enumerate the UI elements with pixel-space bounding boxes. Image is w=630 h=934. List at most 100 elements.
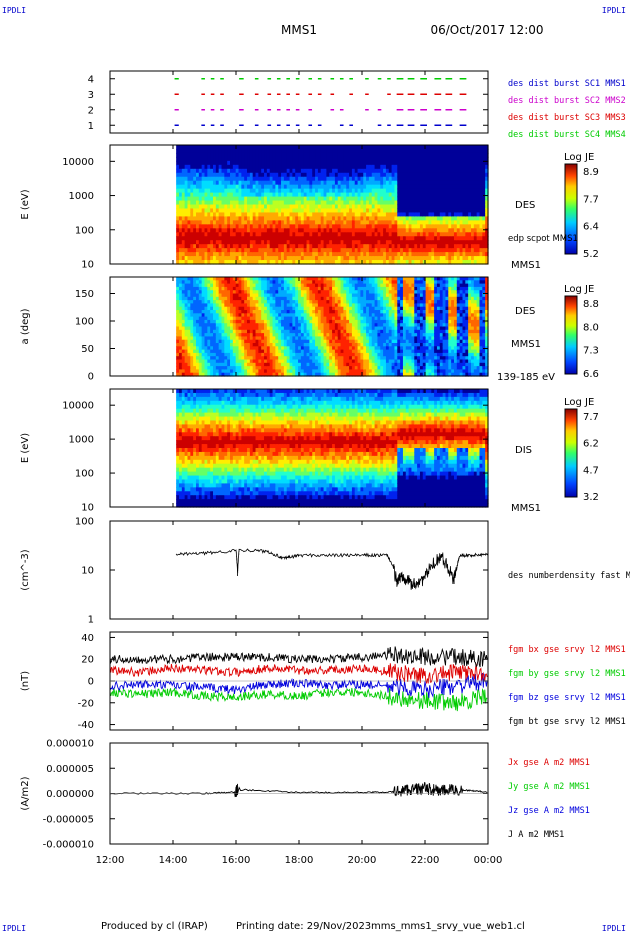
heatmap-cell: [176, 293, 180, 298]
heatmap-cell: [349, 236, 353, 241]
heatmap-cell: [252, 346, 257, 351]
heatmap-cell: [232, 326, 237, 331]
heatmap-cell: [261, 208, 265, 214]
heatmap-cell: [232, 303, 237, 308]
heatmap-cell: [187, 310, 191, 314]
heatmap-cell: [266, 369, 271, 374]
heatmap-cell: [232, 248, 237, 253]
heatmap-cell: [431, 252, 435, 257]
heatmap-cell: [232, 176, 237, 182]
heatmap-cell: [224, 184, 228, 190]
heatmap-cell: [258, 359, 262, 364]
heatmap-cell: [210, 300, 214, 304]
heatmap-cell: [184, 224, 189, 229]
heatmap-cell: [218, 192, 223, 198]
heatmap-cell: [238, 362, 242, 367]
heatmap-cell: [289, 152, 293, 158]
heatmap-cell: [357, 224, 362, 229]
heatmap-cell: [238, 369, 242, 374]
heatmap-cell: [258, 145, 262, 150]
heatmap-cell: [417, 200, 421, 206]
heatmap-cell: [343, 148, 347, 154]
heatmap-cell: [351, 216, 356, 221]
heatmap-cell: [402, 156, 407, 162]
heatmap-cell: [181, 208, 186, 214]
heatmap-cell: [428, 200, 432, 206]
heatmap-cell: [363, 220, 367, 225]
heatmap-cell: [377, 224, 381, 229]
heatmap-cell: [238, 290, 242, 295]
heatmap-cell: [459, 212, 464, 217]
heatmap-cell: [227, 248, 231, 253]
heatmap-cell: [295, 168, 299, 174]
heatmap-cell: [238, 172, 242, 178]
heatmap-cell: [326, 168, 330, 174]
heatmap-cell: [436, 192, 441, 198]
heatmap-cell: [272, 333, 276, 337]
heatmap-cell: [244, 329, 248, 334]
heatmap-cell: [187, 192, 191, 198]
heatmap-cell: [329, 196, 333, 202]
heatmap-cell: [408, 256, 413, 261]
heatmap-cell: [269, 300, 274, 304]
heatmap-cell: [275, 346, 279, 351]
heatmap-cell: [261, 296, 265, 301]
heatmap-cell: [425, 184, 430, 190]
heatmap-cell: [397, 236, 401, 241]
heatmap-cell: [190, 244, 194, 249]
heatmap-cell: [445, 196, 449, 202]
heatmap-cell: [264, 180, 268, 186]
heatmap-cell: [241, 216, 245, 221]
heatmap-cell: [334, 180, 339, 186]
heatmap-cell: [221, 306, 225, 311]
heatmap-cell: [286, 244, 291, 249]
heatmap-cell: [210, 316, 214, 321]
heatmap-cell: [190, 372, 194, 377]
heatmap-cell: [213, 277, 217, 281]
heatmap-cell: [326, 192, 330, 198]
heatmap-cell: [261, 283, 265, 288]
heatmap-cell: [385, 168, 390, 174]
heatmap-cell: [468, 244, 472, 249]
heatmap-cell: [366, 160, 370, 166]
heatmap-cell: [272, 200, 276, 206]
heatmap-cell: [295, 212, 299, 217]
heatmap-cell: [312, 145, 316, 150]
heatmap-cell: [309, 148, 313, 154]
heatmap-cell: [275, 176, 279, 182]
heatmap-cell: [249, 260, 254, 265]
heatmap-cell: [354, 164, 359, 170]
heatmap-cell: [357, 212, 362, 217]
heatmap-cell: [227, 339, 231, 344]
heatmap-cell: [238, 192, 242, 198]
heatmap-cell: [391, 220, 396, 225]
heatmap-cell: [298, 176, 302, 182]
heatmap-cell: [402, 172, 407, 178]
heatmap-cell: [249, 228, 254, 233]
heatmap-cell: [184, 283, 189, 288]
heatmap-cell: [397, 160, 401, 166]
heatmap-cell: [343, 232, 347, 237]
heatmap-cell: [400, 252, 404, 257]
heatmap-cell: [272, 208, 276, 214]
heatmap-cell: [255, 260, 259, 265]
heatmap-cell: [380, 200, 384, 206]
heatmap-cell: [269, 204, 274, 210]
heatmap-cell: [255, 296, 259, 301]
heatmap-cell: [465, 200, 469, 206]
heatmap-cell: [371, 196, 376, 202]
heatmap-cell: [317, 256, 322, 261]
heatmap-cell: [258, 293, 262, 298]
heatmap-cell: [252, 283, 257, 288]
heatmap-cell: [448, 184, 452, 190]
heatmap-cell: [354, 156, 359, 162]
heatmap-cell: [227, 236, 231, 241]
heatmap-cell: [312, 244, 316, 249]
heatmap-cell: [252, 359, 257, 364]
heatmap-cell: [178, 148, 183, 154]
heatmap-cell: [178, 359, 183, 364]
heatmap-cell: [436, 188, 441, 194]
heatmap-cell: [247, 176, 251, 182]
heatmap-cell: [247, 343, 251, 347]
heatmap-cell: [394, 176, 398, 182]
